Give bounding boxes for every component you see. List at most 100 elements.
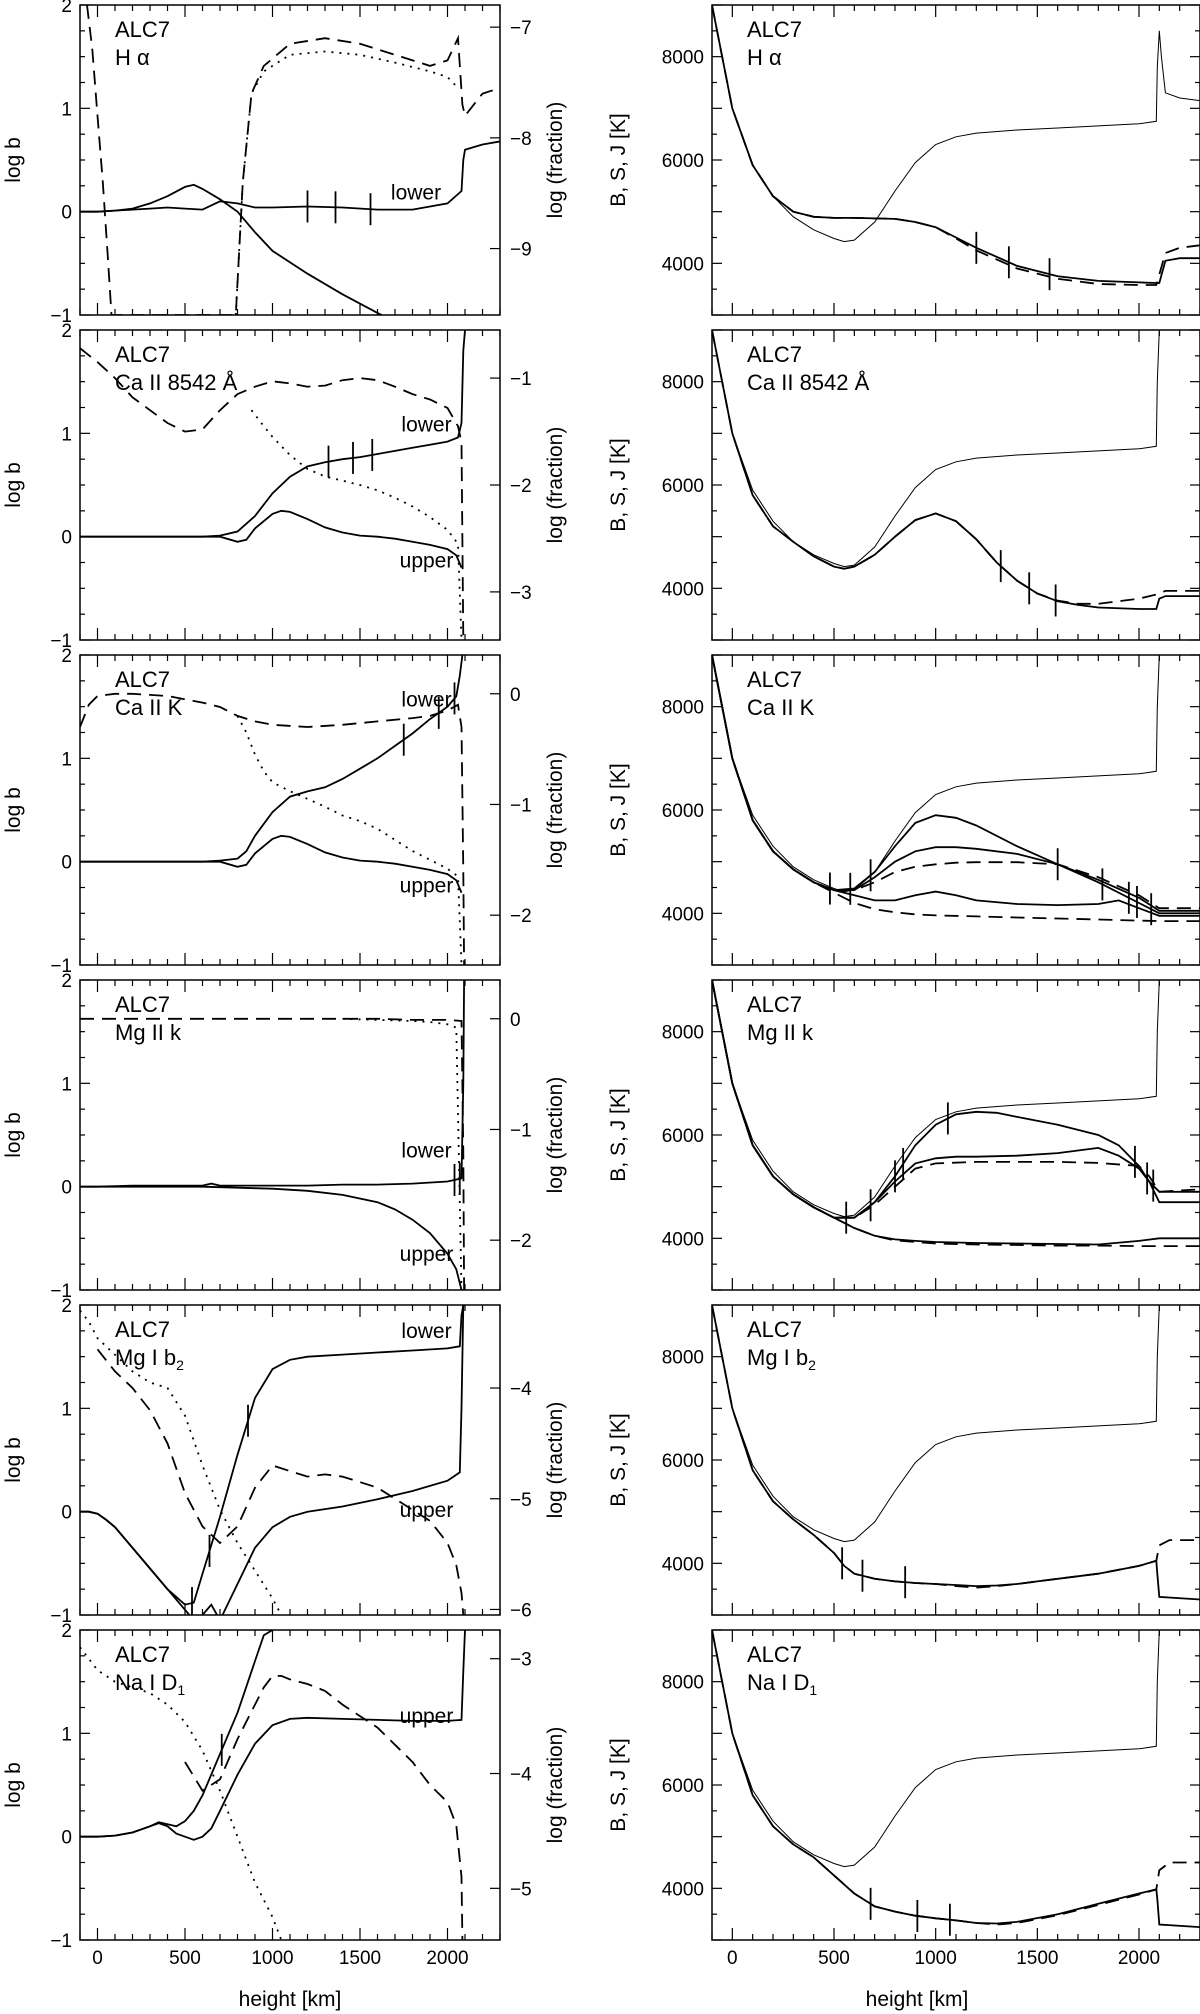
x-tick-label: 2000 bbox=[426, 1948, 468, 1969]
curves bbox=[80, 655, 465, 965]
y-tick-label: 2 bbox=[61, 646, 72, 667]
y-tick-label: 8000 bbox=[662, 698, 704, 719]
y-tick-label: 1 bbox=[61, 424, 72, 445]
curves bbox=[712, 1630, 1200, 1936]
panel-label-model: ALC7 bbox=[747, 1317, 802, 1342]
panel-label-model: ALC7 bbox=[747, 17, 802, 42]
plot-frame bbox=[711, 4, 1200, 316]
panel-label-subscript: 1 bbox=[177, 1682, 185, 1698]
panel-label-line: Mg I b2 bbox=[115, 1345, 184, 1373]
annotation-lower: lower bbox=[391, 181, 441, 204]
y-axis-title: B, S, J [K] bbox=[607, 1413, 630, 1506]
annotation-lower: lower bbox=[401, 1320, 451, 1343]
panel-label-model: ALC7 bbox=[115, 342, 170, 367]
series-fraction-dashed bbox=[96, 1348, 465, 1615]
panel-label-model: ALC7 bbox=[115, 1642, 170, 1667]
y-axis-title: log b bbox=[2, 1437, 25, 1483]
panel-label-line: H α bbox=[115, 45, 150, 70]
series-j bbox=[712, 1630, 1200, 1926]
right-y-tick-label: −2 bbox=[510, 1231, 532, 1252]
panel-label-model: ALC7 bbox=[747, 342, 802, 367]
y-tick-label: 4000 bbox=[662, 254, 704, 275]
y-axis-title: B, S, J [K] bbox=[607, 1088, 630, 1181]
series-fraction-dashed bbox=[184, 1675, 464, 1940]
series-fraction-dotted bbox=[80, 1646, 283, 1940]
right-y-tick-label: −5 bbox=[510, 1490, 532, 1511]
series-j bbox=[712, 5, 1200, 286]
y-tick-label: 1 bbox=[61, 1399, 72, 1420]
right-y-tick-label: −7 bbox=[510, 18, 532, 39]
panel-label-subscript: 2 bbox=[176, 1357, 184, 1373]
panel-label-line: Na I D1 bbox=[115, 1670, 185, 1698]
panel-temperature-4: 4000 6000 8000 B, S, J [K] ALC7 Mg II k bbox=[607, 979, 1200, 1291]
series-s-upper bbox=[712, 655, 1200, 915]
y-tick-label: 4000 bbox=[662, 579, 704, 600]
y-tick-label: 4000 bbox=[662, 904, 704, 925]
right-y-tick-label: 0 bbox=[510, 685, 521, 706]
series-b bbox=[712, 1630, 1160, 1868]
y-tick-label: 4000 bbox=[662, 1554, 704, 1575]
y-axis-title: B, S, J [K] bbox=[607, 113, 630, 206]
panel-label-subscript: 1 bbox=[809, 1682, 817, 1698]
y-tick-label: 0 bbox=[61, 1503, 72, 1524]
curves bbox=[712, 1305, 1200, 1601]
panel-label-line: Mg II k bbox=[115, 1020, 182, 1045]
series-b bbox=[712, 5, 1200, 243]
annotation-upper: upper bbox=[400, 1499, 454, 1522]
x-tick-label: 1500 bbox=[339, 1948, 381, 1969]
series-fraction-dashed bbox=[80, 692, 465, 965]
y-tick-label: 0 bbox=[61, 853, 72, 874]
series-lower bbox=[80, 140, 500, 213]
series-j-lower bbox=[712, 980, 1200, 1247]
panel-temperature-2: 4000 6000 8000 B, S, J [K] ALC7 Ca II 8542 Å bbox=[607, 329, 1200, 641]
series-s bbox=[712, 5, 1200, 284]
series-fraction-dotted bbox=[250, 409, 463, 640]
y-tick-label: 8000 bbox=[662, 48, 704, 69]
y-tick-label: 6000 bbox=[662, 1126, 704, 1147]
x-tick-label: 0 bbox=[727, 1948, 738, 1969]
panel-temperature-1: 4000 6000 8000 B, S, J [K] ALC7 H α bbox=[607, 4, 1200, 316]
y-tick-label: −1 bbox=[50, 306, 72, 327]
panel-label-subscript: 2 bbox=[808, 1357, 816, 1373]
panel-logb-6: 0 500 1000 1500 2000 −1 0 1 2 log b −3 −4 −5 log (fra… bbox=[2, 1621, 567, 1969]
right-axis-title: log (fraction) bbox=[544, 102, 567, 219]
panel-logb-2: −1 0 1 2 log b −1 −2 −3 log (fraction) ALC7 Ca II … bbox=[2, 321, 567, 652]
panel-label-model: ALC7 bbox=[747, 667, 802, 692]
series-fraction-dashed bbox=[86, 5, 500, 315]
right-y-tick-label: −2 bbox=[510, 476, 532, 497]
series-j bbox=[712, 330, 1200, 605]
annotation-upper: upper bbox=[400, 1243, 454, 1266]
y-tick-label: −1 bbox=[50, 1281, 72, 1302]
series-b bbox=[712, 980, 1160, 1218]
x-tick-label: 0 bbox=[92, 1948, 103, 1969]
right-axis-title: log (fraction) bbox=[544, 1402, 567, 1519]
y-tick-label: 0 bbox=[61, 528, 72, 549]
series-j-upper bbox=[712, 655, 1200, 910]
y-tick-label: 0 bbox=[61, 1178, 72, 1199]
right-y-tick-label: −3 bbox=[510, 1650, 532, 1671]
curves bbox=[712, 5, 1200, 291]
series-fraction-dotted bbox=[236, 715, 463, 965]
series-lower bbox=[80, 980, 465, 1188]
right-axis-title: log (fraction) bbox=[544, 427, 567, 544]
panel-temperature-6: 0 500 1000 1500 2000 4000 6000 8000 B, S, J [K] A… bbox=[607, 1629, 1200, 1969]
y-tick-label: 2 bbox=[61, 1296, 72, 1317]
y-tick-label: 8000 bbox=[662, 373, 704, 394]
series-upper bbox=[80, 1630, 466, 1841]
curves bbox=[80, 1630, 466, 1940]
series-fraction-dotted bbox=[80, 1309, 283, 1615]
series-upper bbox=[80, 1185, 463, 1290]
y-tick-label: 6000 bbox=[662, 1776, 704, 1797]
series-fraction-dashed bbox=[80, 1017, 465, 1290]
annotation-lower: lower bbox=[401, 689, 451, 712]
panel-temperature-3: 4000 6000 8000 B, S, J [K] ALC7 Ca II K bbox=[607, 654, 1200, 966]
y-axis-title: log b bbox=[2, 462, 25, 508]
annotation-upper: upper bbox=[400, 1705, 454, 1728]
y-axis-title: B, S, J [K] bbox=[607, 438, 630, 531]
x-tick-label: 1500 bbox=[1016, 1948, 1058, 1969]
y-axis-title: B, S, J [K] bbox=[607, 1738, 630, 1831]
x-tick-label: 500 bbox=[818, 1948, 850, 1969]
right-y-tick-label: −3 bbox=[510, 583, 532, 604]
right-y-tick-label: −6 bbox=[510, 1600, 532, 1621]
y-tick-label: 4000 bbox=[662, 1229, 704, 1250]
